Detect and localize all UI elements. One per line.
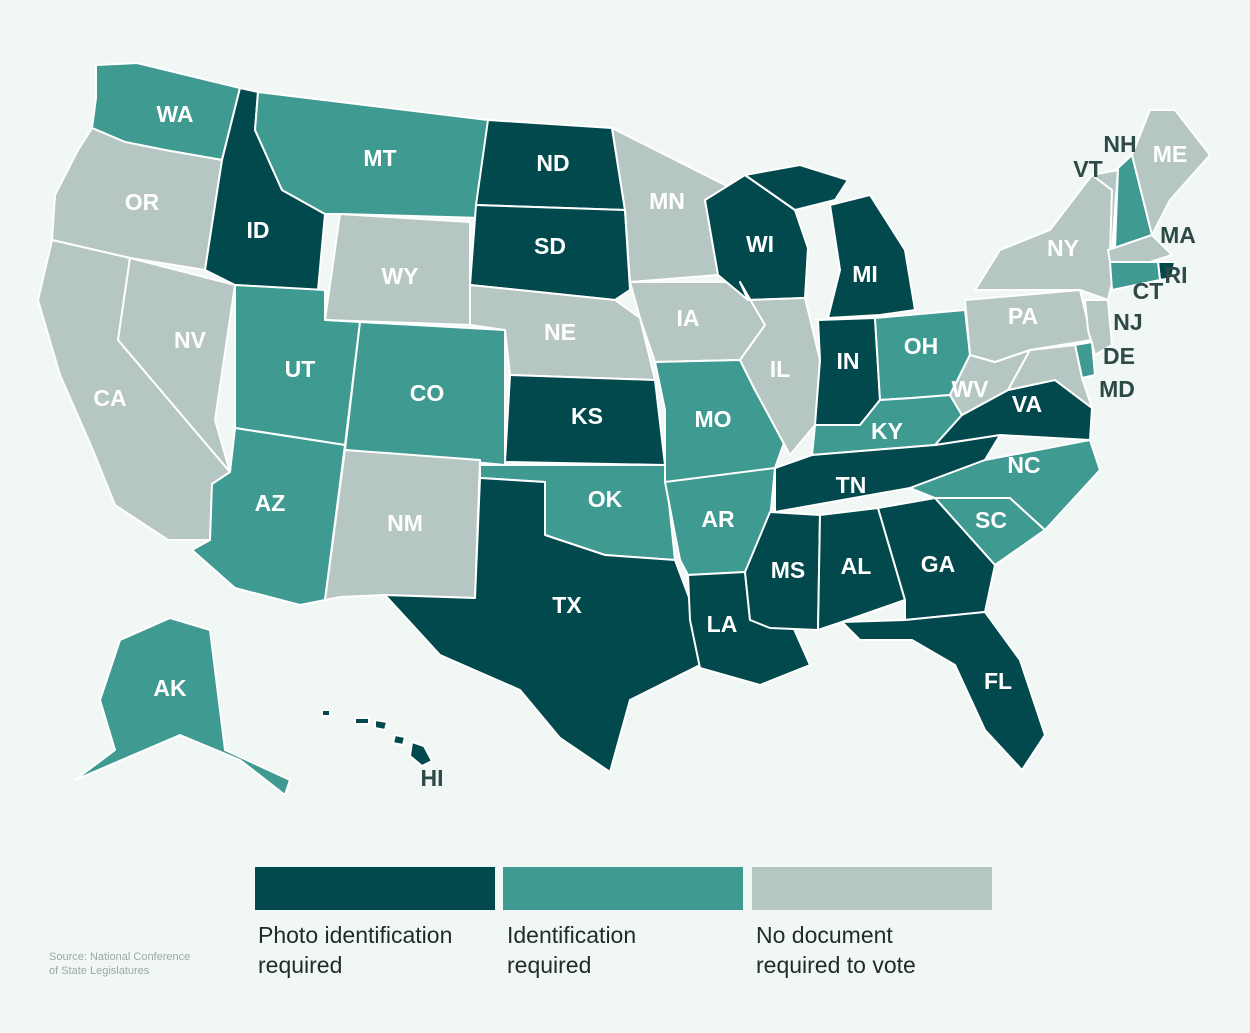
state-tx xyxy=(384,477,701,773)
state-mi xyxy=(744,164,916,319)
state-nc xyxy=(909,439,1101,531)
legend-swatch-none xyxy=(752,867,992,910)
state-label-hi: HI xyxy=(421,765,444,791)
state-label-wv: WV xyxy=(951,376,989,402)
state-label-nj: NJ xyxy=(1113,309,1142,335)
state-label-az: AZ xyxy=(255,490,286,516)
state-md xyxy=(1007,344,1093,409)
state-label-ca: CA xyxy=(93,385,126,411)
state-label-in: IN xyxy=(837,348,860,374)
state-label-or: OR xyxy=(125,189,160,215)
state-label-ct: CT xyxy=(1133,278,1164,304)
state-ma xyxy=(1107,234,1173,263)
state-label-nv: NV xyxy=(174,327,207,353)
state-label-ia: IA xyxy=(677,305,700,331)
state-label-wy: WY xyxy=(381,263,418,289)
state-label-mt: MT xyxy=(363,145,396,171)
legend-label-id: Identification required xyxy=(507,922,637,978)
state-label-ak: AK xyxy=(153,675,187,701)
state-label-me: ME xyxy=(1153,141,1188,167)
state-label-mi: MI xyxy=(852,261,878,287)
state-label-ne: NE xyxy=(544,319,576,345)
legend-swatch-id xyxy=(503,867,743,910)
state-label-sc: SC xyxy=(975,507,1007,533)
state-label-ks: KS xyxy=(571,403,603,429)
state-ak xyxy=(74,617,291,796)
state-label-ok: OK xyxy=(588,486,623,512)
state-label-wi: WI xyxy=(746,231,774,257)
state-label-al: AL xyxy=(841,553,872,579)
state-label-md: MD xyxy=(1099,376,1135,402)
state-tn xyxy=(774,434,1001,513)
state-label-nd: ND xyxy=(536,150,569,176)
state-label-de: DE xyxy=(1103,343,1135,369)
state-or xyxy=(51,127,223,271)
source-note: Source: National Conference of State Leg… xyxy=(49,951,191,977)
state-label-wa: WA xyxy=(156,101,193,127)
state-label-ut: UT xyxy=(285,356,316,382)
state-al xyxy=(817,507,906,631)
state-label-tn: TN xyxy=(836,472,867,498)
state-label-ny: NY xyxy=(1047,235,1079,261)
state-label-ga: GA xyxy=(921,551,956,577)
state-nv xyxy=(117,257,236,473)
state-label-vt: VT xyxy=(1073,156,1102,182)
state-label-oh: OH xyxy=(904,333,939,359)
state-label-sd: SD xyxy=(534,233,566,259)
state-label-ri: RI xyxy=(1165,262,1188,288)
state-label-va: VA xyxy=(1012,391,1042,417)
legend-label-photo: Photo identification required xyxy=(258,922,453,978)
state-label-mn: MN xyxy=(649,188,685,214)
state-sd xyxy=(469,204,631,301)
legend-swatch-photo xyxy=(255,867,495,910)
state-label-ma: MA xyxy=(1160,222,1196,248)
state-label-tx: TX xyxy=(552,592,582,618)
state-ct xyxy=(1109,261,1161,291)
state-fl xyxy=(841,611,1046,771)
legend-label-none: No document required to vote xyxy=(756,922,916,978)
state-label-nm: NM xyxy=(387,510,423,536)
state-label-ms: MS xyxy=(771,557,806,583)
state-label-ar: AR xyxy=(701,506,735,532)
state-label-la: LA xyxy=(707,611,738,637)
state-label-nc: NC xyxy=(1007,452,1040,478)
state-label-il: IL xyxy=(770,356,790,382)
state-label-pa: PA xyxy=(1008,303,1038,329)
state-hi xyxy=(321,709,433,767)
state-ny xyxy=(974,174,1116,301)
state-label-fl: FL xyxy=(984,668,1012,694)
state-label-ky: KY xyxy=(871,418,903,444)
state-label-id: ID xyxy=(247,217,270,243)
state-label-mo: MO xyxy=(694,406,731,432)
state-il xyxy=(739,281,821,456)
state-label-co: CO xyxy=(410,380,445,406)
state-label-nh: NH xyxy=(1103,131,1136,157)
